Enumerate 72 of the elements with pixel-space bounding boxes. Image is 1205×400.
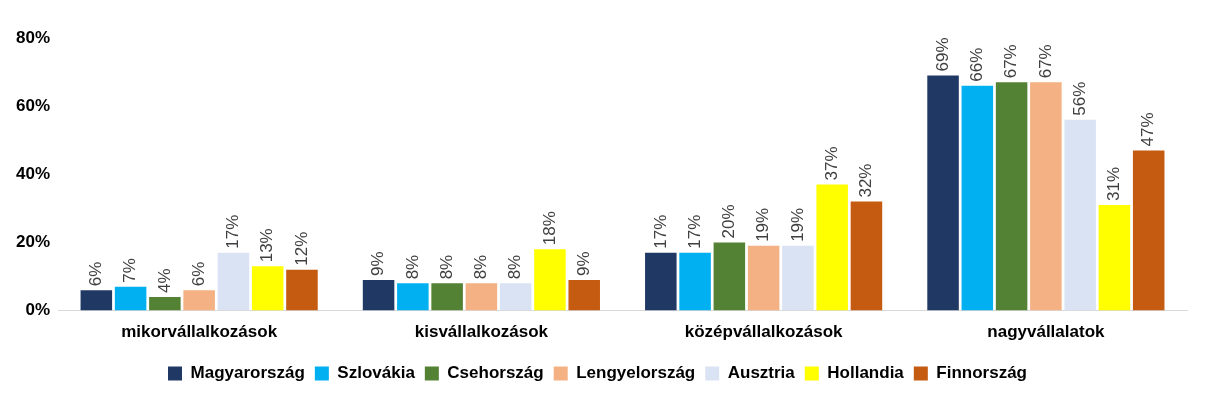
data-label: 12%: [291, 231, 311, 266]
data-label: 19%: [787, 207, 807, 242]
x-tick-label: mikorvállalkozások: [121, 322, 278, 342]
data-label: 6%: [86, 261, 106, 287]
bar: [251, 266, 284, 311]
bar: [747, 245, 780, 311]
data-label: 67%: [1001, 44, 1021, 79]
data-label: 8%: [471, 254, 491, 280]
data-label: 20%: [719, 204, 739, 239]
data-label: 69%: [932, 37, 952, 72]
bar: [961, 85, 994, 311]
y-tick-label: 60%: [15, 95, 51, 115]
bar: [465, 283, 498, 311]
data-label: 8%: [436, 254, 456, 280]
bar: [534, 249, 566, 311]
bar: [431, 283, 463, 311]
legend-label: Lengyelország: [576, 363, 696, 383]
bar: [183, 290, 215, 311]
data-label: 32%: [856, 163, 876, 198]
data-label: 66%: [967, 47, 987, 82]
data-label: 9%: [573, 251, 593, 276]
data-label: 13%: [257, 228, 277, 263]
y-tick-label: 0%: [25, 300, 51, 320]
y-tick-label: 40%: [15, 163, 51, 183]
x-tick-label: nagyvállalatok: [987, 322, 1105, 342]
data-label: 7%: [120, 258, 140, 283]
legend-label: Csehország: [447, 363, 544, 383]
legend-label: Hollandia: [827, 363, 905, 383]
bar: [679, 252, 711, 311]
data-label: 8%: [402, 254, 422, 280]
data-label: 37%: [821, 146, 841, 181]
bar: [80, 290, 113, 311]
y-tick-label: 20%: [15, 232, 51, 252]
data-label: 31%: [1104, 166, 1124, 201]
bar: [1064, 119, 1096, 311]
bar: [397, 283, 429, 311]
bar: [645, 252, 677, 311]
bar: [114, 286, 147, 311]
data-label: 67%: [1035, 44, 1055, 79]
legend-label: Magyarország: [190, 363, 305, 383]
data-label: 56%: [1069, 81, 1089, 116]
bar: [713, 242, 746, 311]
bar: [850, 201, 883, 311]
x-tick-label: középvállalkozások: [684, 322, 844, 342]
data-label: 17%: [223, 214, 243, 249]
bar: [149, 296, 181, 311]
legend-label: Finnország: [936, 363, 1027, 383]
bar: [499, 283, 532, 311]
bar: [816, 184, 848, 311]
data-label: 4%: [154, 268, 174, 293]
bar: [217, 252, 250, 311]
bar: [286, 269, 318, 311]
data-label: 8%: [505, 254, 525, 280]
bar: [1030, 82, 1062, 311]
data-label: 17%: [684, 214, 704, 249]
y-tick-label: 80%: [15, 27, 51, 47]
legend-label: Szlovákia: [337, 363, 416, 383]
bar: [995, 82, 1028, 311]
bar: [362, 279, 395, 311]
bar: [927, 75, 959, 311]
bar: [1132, 150, 1165, 311]
legend-label: Ausztria: [727, 363, 796, 383]
bar: [1098, 204, 1131, 311]
bar: [782, 245, 814, 311]
data-label: 9%: [368, 251, 388, 276]
data-label: 19%: [753, 207, 773, 242]
data-label: 47%: [1138, 112, 1158, 147]
x-tick-label: kisvállalkozások: [414, 322, 549, 342]
bar: [568, 279, 600, 311]
data-label: 17%: [650, 214, 670, 249]
data-label: 6%: [188, 261, 208, 287]
data-label: 18%: [539, 211, 559, 246]
